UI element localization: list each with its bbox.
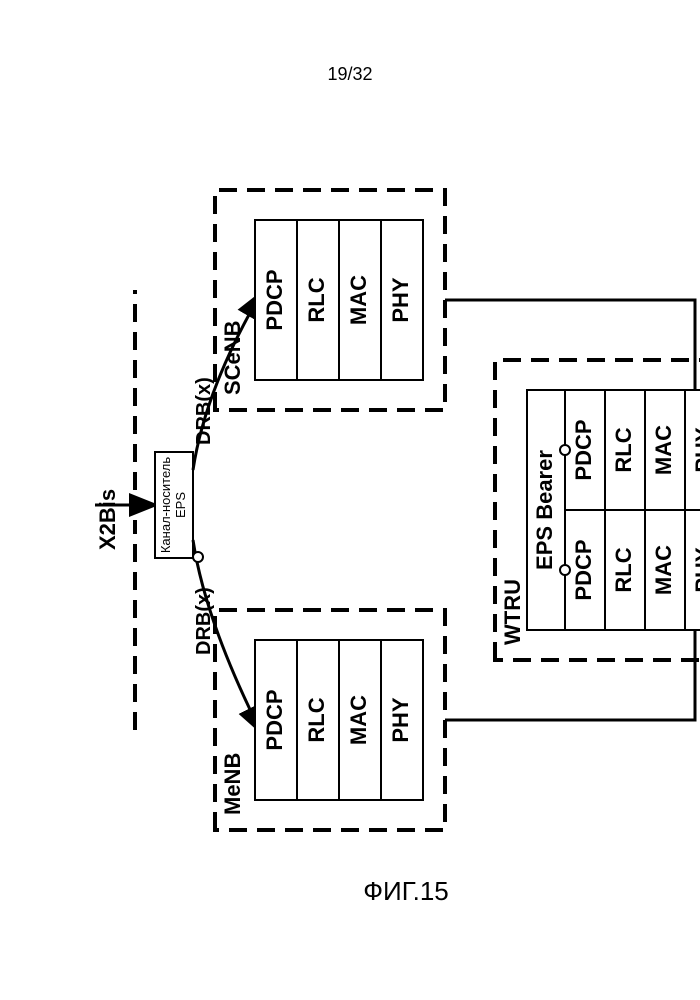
eps-channel-label-1: Канал-носитель — [158, 457, 173, 553]
wtru-right-2: MAC — [651, 425, 676, 475]
eps-channel-label-2: EPS — [173, 492, 188, 518]
diagram-canvas: 19/32 X2Bis Канал-носитель EPS DRB(x) DR… — [0, 0, 700, 1000]
menb-layer-2: MAC — [346, 695, 371, 745]
wtru-right-0: PDCP — [571, 419, 596, 480]
wtru-join-left — [560, 565, 570, 575]
wtru-left-1: RLC — [611, 547, 636, 592]
scenb-layer-2: MAC — [346, 275, 371, 325]
wtru-title: WTRU — [500, 579, 525, 645]
menb-layer-3: PHY — [388, 697, 413, 743]
page-number: 19/32 — [327, 64, 372, 84]
wtru-left-stack: PDCP RLC MAC PHY — [565, 510, 700, 630]
wtru-epsbearer-label: EPS Bearer — [532, 450, 557, 570]
drb-label-right: DRB(x) — [193, 377, 215, 445]
menb-layer-0: PDCP — [262, 689, 287, 750]
scenb-title: SCeNB — [220, 320, 245, 395]
scenb-layer-0: PDCP — [262, 269, 287, 330]
menb-stack: PDCP RLC MAC PHY — [255, 640, 423, 800]
x2bis-label: X2Bis — [95, 489, 120, 550]
wtru-left-0: PDCP — [571, 539, 596, 600]
menb-title: MeNB — [220, 753, 245, 815]
wtru-join-right — [560, 445, 570, 455]
drb-join-left — [193, 552, 203, 562]
scenb-stack: PDCP RLC MAC PHY — [255, 220, 423, 380]
wtru-right-3: PHY — [691, 427, 700, 473]
wtru-right-stack: PDCP RLC MAC PHY — [565, 390, 700, 510]
menb-layer-1: RLC — [304, 697, 329, 742]
drb-label-left: DRB(x) — [193, 587, 215, 655]
wtru-left-3: PHY — [691, 547, 700, 593]
wtru-right-1: RLC — [611, 427, 636, 472]
scenb-layer-1: RLC — [304, 277, 329, 322]
figure-label: ФИГ.15 — [363, 876, 449, 906]
scenb-layer-3: PHY — [388, 277, 413, 323]
wtru-left-2: MAC — [651, 545, 676, 595]
